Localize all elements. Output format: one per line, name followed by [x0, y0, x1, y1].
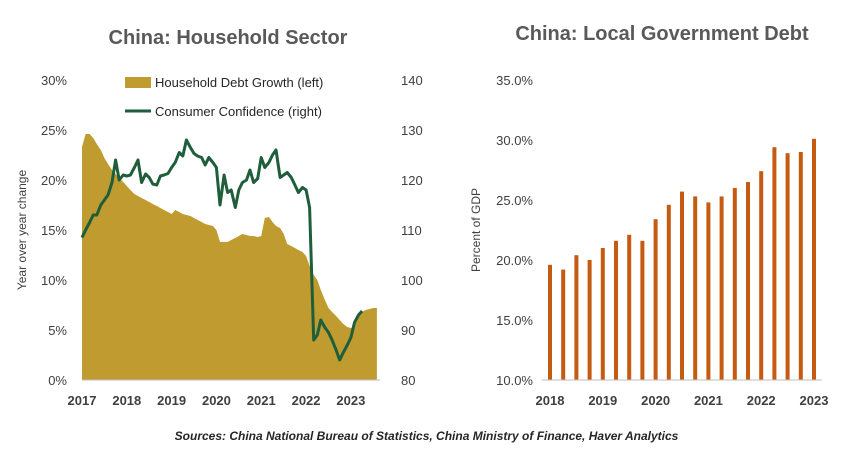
debt-bar: [587, 260, 592, 380]
debt-bar: [640, 240, 645, 380]
left-y-tick-label: 20%: [41, 173, 67, 188]
left-x-tick-label: 2023: [336, 393, 365, 408]
debt-bar: [548, 264, 552, 380]
left-y2-tick-label: 100: [401, 273, 423, 288]
right-y-tick-label: 30.0%: [496, 133, 533, 148]
debt-bar: [561, 269, 566, 380]
right-y-axis-label: Percent of GDP: [469, 188, 483, 272]
legend-label-household-debt: Household Debt Growth (left): [155, 75, 323, 90]
left-y2-tick-label: 130: [401, 123, 423, 138]
debt-bar: [653, 219, 658, 380]
right-x-tick-label: 2019: [588, 393, 617, 408]
left-y-tick-label: 15%: [41, 223, 67, 238]
left-y-tick-label: 10%: [41, 273, 67, 288]
legend-label-consumer-confidence: Consumer Confidence (right): [155, 104, 322, 119]
debt-bar: [732, 188, 737, 380]
debt-bar: [759, 171, 764, 380]
debt-bar: [627, 234, 632, 380]
debt-bar: [719, 196, 724, 380]
left-x-tick-label: 2019: [157, 393, 186, 408]
debt-bar: [693, 196, 698, 380]
consumer-confidence-line: [80, 138, 364, 362]
right-x-tick-label: 2022: [747, 393, 776, 408]
debt-bar: [772, 147, 777, 380]
debt-bar: [746, 182, 750, 380]
debt-bar: [600, 248, 605, 380]
left-y2-axis: 80 90 100 110 120 130 140: [401, 73, 423, 388]
left-x-tick-label: 2017: [68, 393, 97, 408]
left-x-tick-label: 2022: [292, 393, 321, 408]
left-y2-tick-label: 110: [401, 223, 422, 238]
right-y-tick-label: 20.0%: [496, 253, 533, 268]
household-debt-growth-area: [82, 134, 377, 380]
debt-bar: [614, 240, 618, 380]
left-chart-title: China: Household Sector: [109, 27, 348, 49]
left-y2-tick-label: 140: [401, 73, 423, 88]
debt-bar: [680, 191, 684, 380]
left-y2-tick-label: 90: [401, 323, 415, 338]
debt-bar: [574, 255, 579, 380]
right-x-axis: 2018 2019 2020 2021 2022 2023: [536, 393, 829, 408]
left-x-tick-label: 2018: [112, 393, 141, 408]
right-y-tick-label: 35.0%: [496, 73, 533, 88]
local-government-debt-chart: China: Local Government Debt 10.0% 15.0% 2…: [469, 23, 828, 408]
right-x-tick-label: 2018: [536, 393, 565, 408]
left-y-axis-label: Year over year change: [15, 170, 29, 291]
debt-bar: [812, 138, 816, 380]
left-y-axis: 0% 5% 10% 15% 20% 25% 30%: [41, 73, 67, 388]
debt-bar: [706, 202, 711, 380]
left-x-tick-label: 2021: [247, 393, 276, 408]
right-x-tick-label: 2023: [800, 393, 829, 408]
right-y-tick-label: 10.0%: [496, 373, 533, 388]
left-y-tick-label: 30%: [41, 73, 67, 88]
debt-bar: [785, 153, 790, 380]
left-y2-tick-label: 80: [401, 373, 415, 388]
right-x-tick-label: 2021: [694, 393, 723, 408]
household-sector-chart: China: Household Sector 0% 5% 10% 15% 20% 25%…: [15, 27, 423, 408]
legend-swatch-household-debt: [125, 77, 151, 88]
left-x-axis: 2017 2018 2019 2020 2021 2022 2023: [68, 393, 366, 408]
local-government-debt-bars: [548, 138, 816, 380]
left-y-tick-label: 5%: [48, 323, 67, 338]
left-x-tick-label: 2020: [202, 393, 231, 408]
left-legend: Household Debt Growth (left) Consumer Co…: [125, 75, 323, 119]
debt-bar: [798, 152, 803, 380]
debt-bar: [666, 204, 671, 380]
right-y-tick-label: 15.0%: [496, 313, 533, 328]
right-y-tick-label: 25.0%: [496, 193, 533, 208]
right-x-tick-label: 2020: [641, 393, 670, 408]
left-y2-tick-label: 120: [401, 173, 423, 188]
left-y-tick-label: 25%: [41, 123, 67, 138]
left-y-tick-label: 0%: [48, 373, 67, 388]
source-note: Sources: China National Bureau of Statis…: [174, 429, 679, 443]
right-chart-title: China: Local Government Debt: [515, 23, 809, 45]
right-y-axis: 10.0% 15.0% 20.0% 25.0% 30.0% 35.0%: [496, 73, 533, 388]
